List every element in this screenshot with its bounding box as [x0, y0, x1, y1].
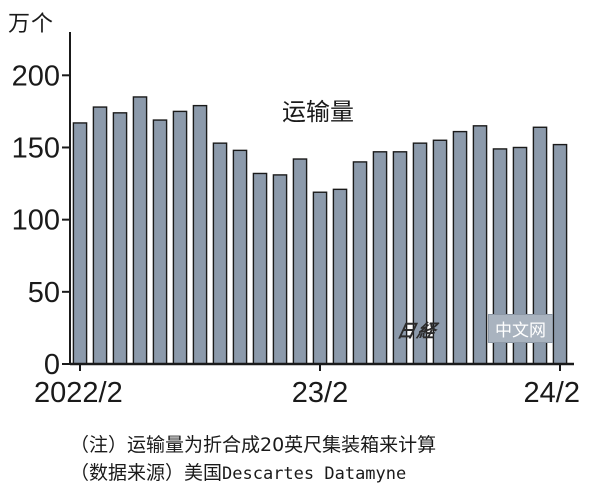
chart-title: 运输量 — [282, 98, 354, 126]
footnote-note: （注）运输量为折合成20英尺集装箱来计算 — [70, 434, 437, 456]
y-tick-label: 150 — [12, 132, 60, 164]
bar-2023/2 — [312, 191, 328, 365]
bar-2022/3 — [92, 106, 108, 365]
y-axis-ticks: 0 50 100 150 200 — [12, 60, 70, 381]
y-unit-label: 万个 — [8, 12, 55, 37]
bar-2022/5 — [132, 96, 148, 365]
bar-2022/8 — [192, 104, 208, 365]
nikkei-watermark: 日経 中文网 — [395, 313, 570, 343]
bar-2022/12 — [272, 174, 288, 365]
x-tick-label: 24/2 — [524, 377, 580, 409]
bar-chart: 0 50 100 150 200 2022/2 23/2 24/2 运输量 — [12, 32, 580, 409]
bar-2023/3 — [332, 188, 348, 365]
bar-2022/7 — [172, 110, 188, 365]
bar-2023/1 — [292, 158, 308, 365]
x-tick-label: 2022/2 — [34, 377, 123, 409]
nikkei-logo: 日経 — [395, 321, 440, 342]
bar-2023/4 — [352, 161, 368, 365]
bar-2023/5 — [372, 151, 388, 365]
bar-2022/10 — [232, 149, 248, 365]
y-tick-label: 50 — [28, 277, 60, 309]
source-name: Descartes Datamyne — [222, 464, 407, 484]
bar-2022/2 — [72, 122, 88, 365]
bar-2022/4 — [112, 112, 128, 365]
y-tick-label: 100 — [12, 205, 60, 237]
bar-2022/6 — [152, 119, 168, 365]
y-tick-label: 0 — [44, 349, 60, 381]
source-prefix: （数据来源）美国 — [70, 462, 223, 484]
y-tick-label: 200 — [12, 60, 60, 92]
footnote-source: （数据来源）美国Descartes Datamyne — [70, 458, 406, 485]
watermark-site-badge: 中文网 — [488, 313, 553, 343]
x-tick-label: 23/2 — [292, 377, 348, 409]
bar-2022/9 — [212, 142, 228, 365]
bar-2022/11 — [252, 172, 268, 365]
x-axis-ticks: 2022/2 23/2 24/2 — [34, 364, 580, 409]
